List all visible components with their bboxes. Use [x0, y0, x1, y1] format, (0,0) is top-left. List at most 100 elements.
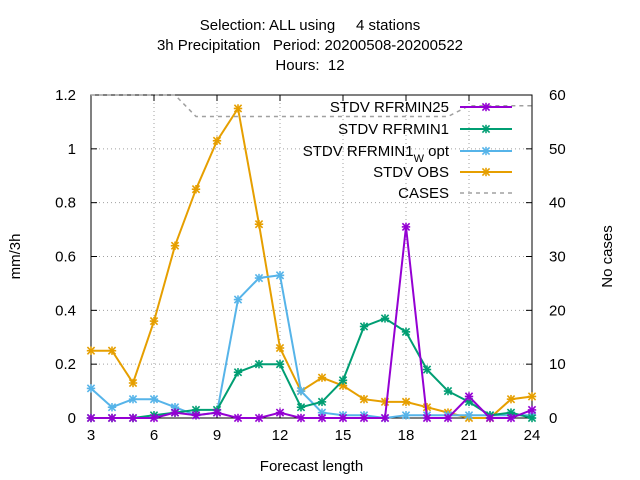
data-point — [359, 413, 369, 423]
data-point — [443, 386, 453, 396]
x-tick-label: 3 — [87, 427, 95, 444]
data-point — [275, 343, 285, 353]
data-point — [317, 413, 327, 423]
data-point — [233, 295, 243, 304]
data-point — [464, 411, 474, 420]
legend-label: STDV RFRMIN1W opt — [303, 143, 450, 165]
data-point — [317, 373, 327, 382]
legend-marker — [481, 146, 491, 156]
y2-tick-label: 0 — [549, 410, 557, 427]
legend-entry: STDV OBS — [373, 164, 512, 181]
data-point — [506, 394, 516, 404]
legend-entry: STDV RFRMIN1W opt — [303, 143, 512, 165]
chart-title-line3: Hours: 12 — [275, 57, 345, 74]
data-point — [254, 273, 264, 283]
data-point — [233, 104, 243, 113]
y2-tick-label: 50 — [549, 141, 566, 158]
y-tick-label: 1 — [68, 141, 76, 158]
data-point — [275, 271, 285, 280]
x-tick-label: 21 — [461, 427, 478, 444]
data-point — [149, 316, 159, 326]
legend-label: CASES — [398, 185, 449, 202]
data-point — [191, 411, 201, 420]
data-point — [275, 359, 285, 369]
data-point — [401, 327, 411, 337]
data-point — [128, 394, 138, 404]
x-tick-label: 15 — [335, 427, 352, 444]
y-tick-label: 1.2 — [55, 87, 76, 104]
x-axis-label: Forecast length — [260, 458, 363, 475]
y-axis-label: mm/3h — [7, 234, 24, 280]
series-1 — [86, 314, 537, 423]
data-point — [443, 413, 453, 423]
data-point — [212, 408, 222, 417]
legend-label: STDV RFRMIN25 — [330, 99, 449, 116]
x-tick-label: 24 — [524, 427, 541, 444]
data-point — [86, 346, 96, 355]
data-point — [527, 413, 537, 423]
data-point — [254, 220, 264, 229]
data-point — [149, 413, 159, 423]
data-point — [107, 403, 117, 412]
series-line — [91, 226, 533, 419]
data-point — [86, 413, 96, 423]
data-point — [170, 241, 180, 250]
y2-axis-label: No cases — [599, 225, 616, 288]
data-point — [296, 403, 306, 412]
y-tick-label: 0.2 — [55, 356, 76, 373]
legend-entry: STDV RFRMIN1 — [338, 121, 512, 138]
y-tick-label: 0.4 — [55, 302, 76, 319]
data-point — [506, 413, 516, 423]
series-layer — [86, 94, 537, 423]
data-point — [317, 397, 327, 407]
series-0 — [86, 222, 537, 423]
legend-label: STDV RFRMIN1 — [338, 121, 449, 138]
data-point — [149, 394, 159, 404]
data-point — [527, 405, 537, 415]
x-tick-label: 9 — [213, 427, 221, 444]
data-point — [233, 368, 243, 377]
data-point — [191, 185, 201, 194]
y2-tick-label: 40 — [549, 195, 566, 212]
data-point — [380, 314, 390, 323]
chart-title-line2: 3h Precipitation Period: 20200508-202005… — [156, 37, 464, 54]
data-point — [296, 413, 306, 423]
data-point — [359, 322, 369, 331]
y2-tick-label: 60 — [549, 87, 566, 104]
legend-marker — [481, 102, 491, 112]
data-point — [254, 359, 264, 369]
legend-entry: STDV RFRMIN25 — [330, 99, 512, 116]
legend-marker — [481, 124, 491, 134]
x-tick-label: 18 — [398, 427, 415, 444]
y2-tick-label: 10 — [549, 356, 566, 373]
data-point — [254, 413, 264, 423]
series-line — [90, 274, 532, 420]
x-tick-label: 12 — [272, 427, 289, 444]
legend: STDV RFRMIN25 STDV RFRMIN1 STDV RFRMIN1W o… — [303, 99, 512, 202]
data-point — [107, 346, 117, 355]
data-point — [464, 392, 474, 401]
data-point — [359, 394, 369, 404]
series-4 — [91, 94, 532, 118]
legend-label: STDV OBS — [373, 164, 449, 181]
series-line — [91, 94, 532, 118]
y2-tick-label: 30 — [549, 249, 566, 266]
data-point — [527, 392, 537, 401]
axis-ticks: 3 6 9 12 15 18 21 24 0 0.2 0.4 0.6 0.8 1 1.2 0 10 20 30 40 5… — [55, 87, 566, 444]
data-point — [128, 413, 138, 423]
data-point — [128, 378, 138, 388]
data-point — [380, 413, 390, 423]
data-point — [401, 411, 411, 420]
chart-title-line1: Selection: ALL using 4 stations — [199, 17, 421, 34]
data-point — [338, 413, 348, 423]
data-point — [338, 376, 348, 385]
data-point — [107, 413, 117, 423]
data-point — [296, 386, 306, 396]
data-point — [170, 408, 180, 417]
y-tick-label: 0.8 — [55, 195, 76, 212]
legend-entry: CASES — [398, 185, 512, 202]
data-point — [401, 222, 411, 232]
y-tick-label: 0 — [68, 410, 76, 427]
y2-tick-label: 20 — [549, 302, 566, 319]
